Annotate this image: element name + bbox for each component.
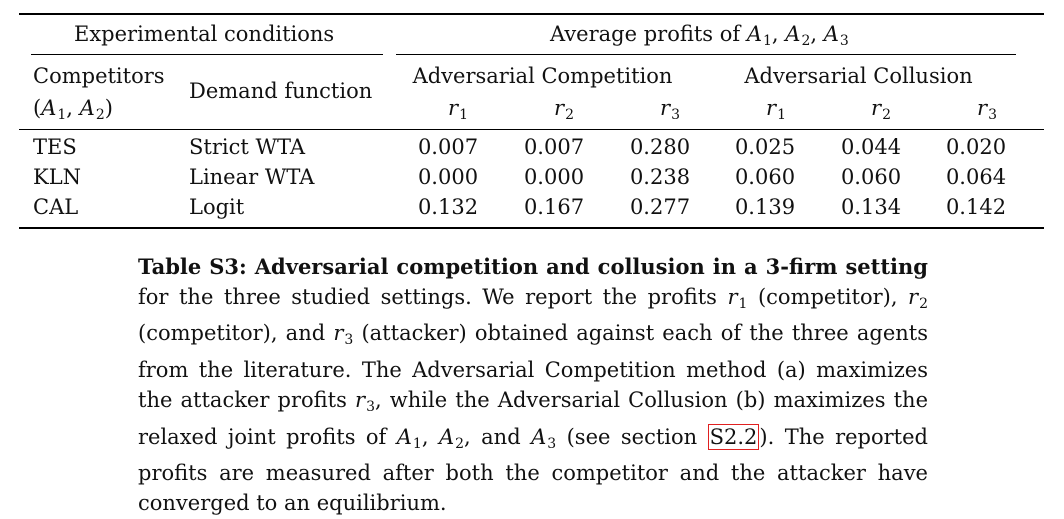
- row-cal-value-2: 0.167: [523, 195, 585, 219]
- caption-a1-var: A: [396, 424, 412, 449]
- agent-a1-sub: 1: [763, 33, 772, 49]
- caption-title: Table S3: Adversarial competition and co…: [138, 254, 928, 279]
- row-kln-value-6: 0.064: [945, 165, 1007, 189]
- col-header-competition-r2: r2: [554, 96, 574, 123]
- comma-2: ,: [810, 22, 824, 46]
- row-kln-value-4: 0.060: [734, 165, 796, 189]
- row-kln-competitors: KLN: [33, 165, 82, 189]
- col-header-competition-r1: r1: [448, 96, 468, 123]
- caption-text-8: (see section: [556, 424, 708, 449]
- competitor-a2-symbol: A: [79, 96, 95, 120]
- row-kln-value-5: 0.060: [840, 165, 902, 189]
- caption-text-2: (competitor),: [747, 284, 909, 309]
- row-cal-value-6: 0.142: [945, 195, 1007, 219]
- section-ref-link[interactable]: S2.2: [707, 423, 760, 450]
- top-rule: [19, 13, 1044, 15]
- row-cal-value-4: 0.139: [734, 195, 796, 219]
- profits-cmidrule: [396, 54, 1016, 55]
- row-cal-value-5: 0.134: [840, 195, 902, 219]
- caption-text-7: , and: [464, 424, 532, 449]
- caption-text-1: for the three studied settings. We repor…: [138, 284, 728, 309]
- caption-a2-var: A: [438, 424, 455, 449]
- header-adversarial-competition: Adversarial Competition: [412, 64, 673, 88]
- conditions-cmidrule: [31, 54, 383, 55]
- row-cal-demand: Logit: [189, 195, 245, 219]
- caption-a3-var: A: [531, 424, 547, 449]
- header-midrule: [19, 129, 1044, 130]
- row-kln-demand: Linear WTA: [189, 165, 315, 189]
- bottom-rule: [19, 227, 1044, 229]
- header-competitors-agents: (A1, A2): [33, 96, 113, 127]
- header-average-profits: Average profits of A1, A2, A3: [550, 22, 849, 53]
- comma-c: ,: [66, 96, 80, 120]
- caption-a3-sub: 3: [547, 435, 557, 452]
- caption-paragraph: Table S3: Adversarial competition and co…: [138, 252, 928, 519]
- caption-r2-var: r: [908, 284, 919, 309]
- caption-a2-sub: 2: [455, 435, 465, 452]
- caption-r3b-var: r: [355, 387, 366, 412]
- row-cal-competitors: CAL: [33, 195, 79, 219]
- caption-r3-sub: 3: [344, 332, 354, 349]
- caption-text-6: ,: [421, 424, 439, 449]
- caption-text-5: , while the Adversarial Collusion (b) ma…: [138, 387, 928, 449]
- competitor-a1-symbol: A: [41, 96, 57, 120]
- col-header-collusion-r1: r1: [766, 96, 786, 123]
- row-tes-demand: Strict WTA: [189, 135, 306, 159]
- caption-text-4: (attacker) obtained against each of the …: [138, 321, 928, 412]
- header-adversarial-collusion: Adversarial Collusion: [744, 64, 973, 88]
- header-average-profits-prefix: Average profits of: [550, 22, 747, 46]
- caption-r1-sub: 1: [738, 295, 748, 312]
- row-kln-value-1: 0.000: [417, 165, 479, 189]
- header-demand-function: Demand function: [189, 79, 373, 103]
- table-caption: Table S3: Adversarial competition and co…: [138, 252, 928, 519]
- row-tes-competitors: TES: [33, 135, 77, 159]
- row-tes-value-5: 0.044: [840, 135, 902, 159]
- caption-r3-var: r: [333, 321, 344, 346]
- caption-text-3: (competitor), and: [138, 321, 334, 346]
- row-tes-value-1: 0.007: [417, 135, 479, 159]
- caption-a1-sub: 1: [412, 435, 422, 452]
- agent-a2-sub: 2: [801, 33, 811, 49]
- agent-a3-sub: 3: [839, 33, 849, 49]
- competitor-a1-sub: 1: [57, 107, 67, 123]
- header-experimental-conditions: Experimental conditions: [74, 22, 335, 46]
- caption-r3b-sub: 3: [366, 398, 375, 415]
- paren-open: (: [33, 96, 42, 120]
- competitor-a2-sub: 2: [95, 107, 105, 123]
- agent-a2-symbol: A: [785, 22, 801, 46]
- header-competitors: Competitors: [33, 64, 165, 88]
- caption-r2-sub: 2: [919, 295, 928, 312]
- agent-a1-symbol: A: [746, 22, 762, 46]
- caption-r1-var: r: [727, 284, 738, 309]
- col-header-collusion-r3: r3: [977, 96, 997, 123]
- comma-1: ,: [771, 22, 786, 46]
- col-header-competition-r3: r3: [660, 96, 680, 123]
- paren-close: ): [104, 96, 113, 120]
- table-page: Experimental conditions Average profits …: [19, 13, 1044, 515]
- agent-a3-symbol: A: [823, 22, 839, 46]
- col-header-collusion-r2: r2: [871, 96, 891, 123]
- row-tes-value-6: 0.020: [945, 135, 1007, 159]
- row-tes-value-4: 0.025: [734, 135, 796, 159]
- row-kln-value-3: 0.238: [629, 165, 691, 189]
- row-kln-value-2: 0.000: [523, 165, 585, 189]
- row-cal-value-1: 0.132: [417, 195, 479, 219]
- row-tes-value-3: 0.280: [629, 135, 691, 159]
- row-tes-value-2: 0.007: [523, 135, 585, 159]
- row-cal-value-3: 0.277: [629, 195, 691, 219]
